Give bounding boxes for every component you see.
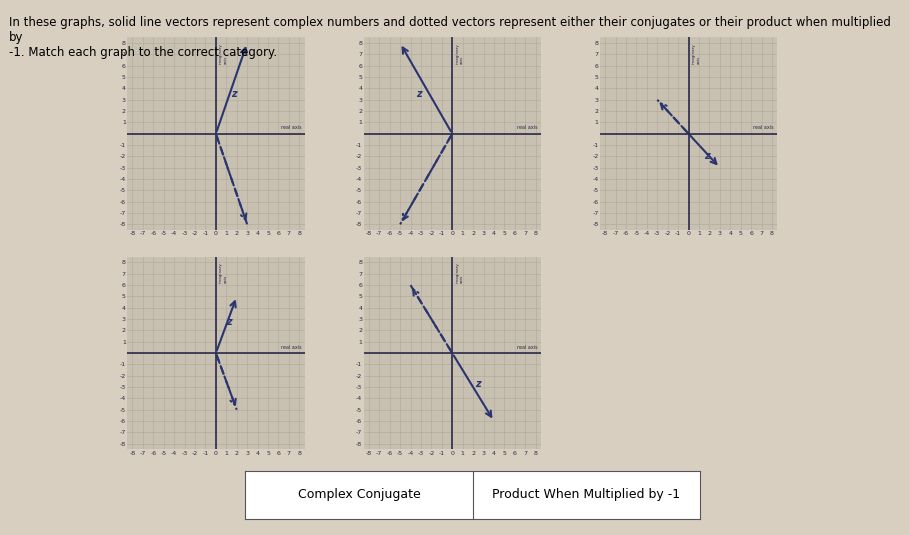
Text: real axis: real axis [517,125,538,131]
Text: real axis: real axis [517,345,538,350]
Text: real axis: real axis [281,345,302,350]
Text: z: z [232,89,237,100]
Text: z: z [704,151,710,160]
Text: z: z [415,89,422,100]
Text: z: z [226,317,232,327]
Text: imaginary
axis: imaginary axis [455,263,464,284]
Text: Complex Conjugate: Complex Conjugate [297,488,421,501]
Text: z: z [475,379,481,389]
Text: imaginary
axis: imaginary axis [219,263,227,284]
Text: real axis: real axis [754,125,774,131]
Text: In these graphs, solid line vectors represent complex numbers and dotted vectors: In these graphs, solid line vectors repr… [9,16,891,59]
Text: imaginary
axis: imaginary axis [692,43,700,64]
Text: imaginary
axis: imaginary axis [455,43,464,64]
Text: real axis: real axis [281,125,302,131]
Text: imaginary
axis: imaginary axis [219,43,227,64]
Text: Product When Multiplied by -1: Product When Multiplied by -1 [493,488,680,501]
